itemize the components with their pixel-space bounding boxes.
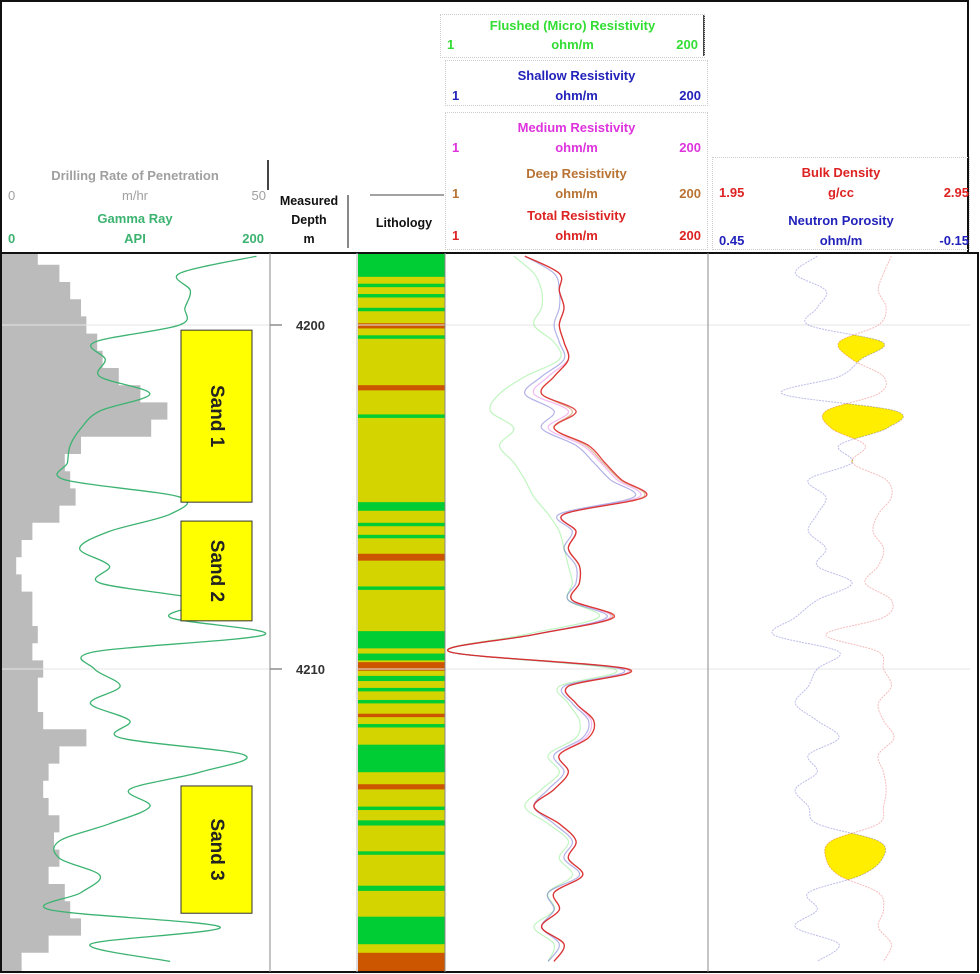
rop-fill xyxy=(0,253,168,972)
total-curve xyxy=(446,255,648,962)
sand-annotation-label: Sand 3 xyxy=(206,818,227,880)
density-curve xyxy=(821,255,895,962)
crossover-fill xyxy=(822,256,904,962)
neutron-min: 0.45 xyxy=(719,233,745,248)
depth-tick-label: 4210 xyxy=(296,662,325,677)
flushed-max: 200 xyxy=(676,37,698,52)
shallow-header: Shallow Resistivity 1 ohm/m 200 xyxy=(445,60,708,106)
shallow-min: 1 xyxy=(452,88,460,103)
lithology-band-shale xyxy=(358,724,445,728)
gr-unit: API xyxy=(124,231,146,246)
density-neutron-header: Bulk Density 1.95 g/cc 2.95 Neutron Poro… xyxy=(712,157,970,250)
depth-tick-label: 4200 xyxy=(296,318,325,333)
flushed-title: Flushed (Micro) Resistivity xyxy=(489,18,656,33)
lithology-band-shale xyxy=(358,534,445,539)
lithology-band-shale xyxy=(358,414,445,418)
flushed-min: 1 xyxy=(447,37,455,52)
lithology-band-shale xyxy=(358,820,445,826)
lithology-band-shale xyxy=(358,294,445,298)
neutron-curve xyxy=(771,255,904,962)
density-min: 1.95 xyxy=(719,185,745,200)
sand-annotation-label: Sand 1 xyxy=(206,385,227,448)
depth-title-line2: Depth xyxy=(291,213,327,227)
rop-title: Drilling Rate of Penetration xyxy=(51,168,219,183)
lithology-band-shale xyxy=(358,307,445,312)
deep-min: 1 xyxy=(452,186,460,201)
lithology-band-other xyxy=(358,323,445,329)
depth-title-line1: Measured xyxy=(279,194,339,208)
lithology-band-shale xyxy=(358,653,445,661)
medium-title: Medium Resistivity xyxy=(517,120,636,135)
total-unit: ohm/m xyxy=(555,228,598,243)
sand-annotation-box xyxy=(180,520,253,622)
flushed-header: Flushed (Micro) Resistivity 1 ohm/m 200 xyxy=(440,14,705,58)
lithology-column xyxy=(358,253,445,972)
medium-min: 1 xyxy=(452,140,460,155)
rop-min: 0 xyxy=(8,188,16,203)
lithology-band-shale xyxy=(358,522,445,527)
gr-curve xyxy=(42,255,267,963)
neutron-max: -0.15 xyxy=(939,233,969,248)
lithology-band-shale xyxy=(358,335,445,339)
density-unit: g/cc xyxy=(827,185,854,200)
sand-annotation-label: Sand 2 xyxy=(206,540,227,602)
sand-annotation-box xyxy=(180,785,253,914)
lithology-band-shale xyxy=(358,687,445,692)
deep-title: Deep Resistivity xyxy=(526,166,627,181)
medium-unit: ohm/m xyxy=(555,140,598,155)
rop-gr-header: Drilling Rate of Penetration 0 m/hr 50 G… xyxy=(2,160,268,250)
shallow-unit: ohm/m xyxy=(555,88,598,103)
deep-unit: ohm/m xyxy=(555,186,598,201)
lithology-band-shale xyxy=(358,699,445,704)
total-min: 1 xyxy=(452,228,460,243)
lithology-band-shale xyxy=(358,283,445,288)
medium-max: 200 xyxy=(679,140,701,155)
lithology-band-shale xyxy=(358,586,445,590)
depth-unit: m xyxy=(303,232,315,246)
lithology-band-other xyxy=(358,784,445,790)
lithology-band-other xyxy=(358,662,445,671)
resistivity-header: Medium Resistivity 1 ohm/m 200 Deep Resi… xyxy=(445,112,708,250)
lithology-band-other xyxy=(358,553,445,561)
lithology-band-shale xyxy=(358,806,445,811)
gr-min: 0 xyxy=(8,231,16,246)
flushed-unit: ohm/m xyxy=(551,37,594,52)
shallow-max: 200 xyxy=(679,88,701,103)
lithology-header: Lithology xyxy=(365,195,443,250)
total-title: Total Resistivity xyxy=(527,208,626,223)
lithology-band-shale xyxy=(358,885,445,891)
lithology-band-shale xyxy=(358,502,445,511)
shallow-curve xyxy=(447,255,637,962)
deep-max: 200 xyxy=(679,186,701,201)
lithology-band-shale xyxy=(358,744,445,773)
density-title: Bulk Density xyxy=(801,165,881,180)
lithology-band-other xyxy=(358,385,445,391)
lithology-band-other xyxy=(358,952,445,972)
body-border xyxy=(0,252,979,973)
medium-curve xyxy=(447,255,642,962)
gr-title: Gamma Ray xyxy=(97,211,173,226)
sand-annotation-box xyxy=(180,329,253,503)
neutron-title: Neutron Porosity xyxy=(788,213,894,228)
neutron-unit: ohm/m xyxy=(819,233,863,248)
lithology-background xyxy=(358,253,445,972)
lithology-band-other xyxy=(358,713,445,718)
rop-unit: m/hr xyxy=(122,188,148,203)
lithology-band-shale xyxy=(358,916,445,945)
gr-max: 200 xyxy=(242,231,264,246)
rop-max: 50 xyxy=(251,188,266,203)
flushed-curve xyxy=(446,255,618,962)
density-max: 2.95 xyxy=(943,185,969,200)
lithology-band-shale xyxy=(358,851,445,855)
lithology-band-shale xyxy=(358,675,445,682)
total-max: 200 xyxy=(679,228,701,243)
lithology-title: Lithology xyxy=(375,216,433,230)
shallow-title: Shallow Resistivity xyxy=(517,68,636,83)
lithology-band-shale xyxy=(358,253,445,277)
deep-curve xyxy=(446,255,646,962)
lithology-band-shale xyxy=(358,631,445,649)
depth-header: Measured Depth m xyxy=(270,192,348,252)
